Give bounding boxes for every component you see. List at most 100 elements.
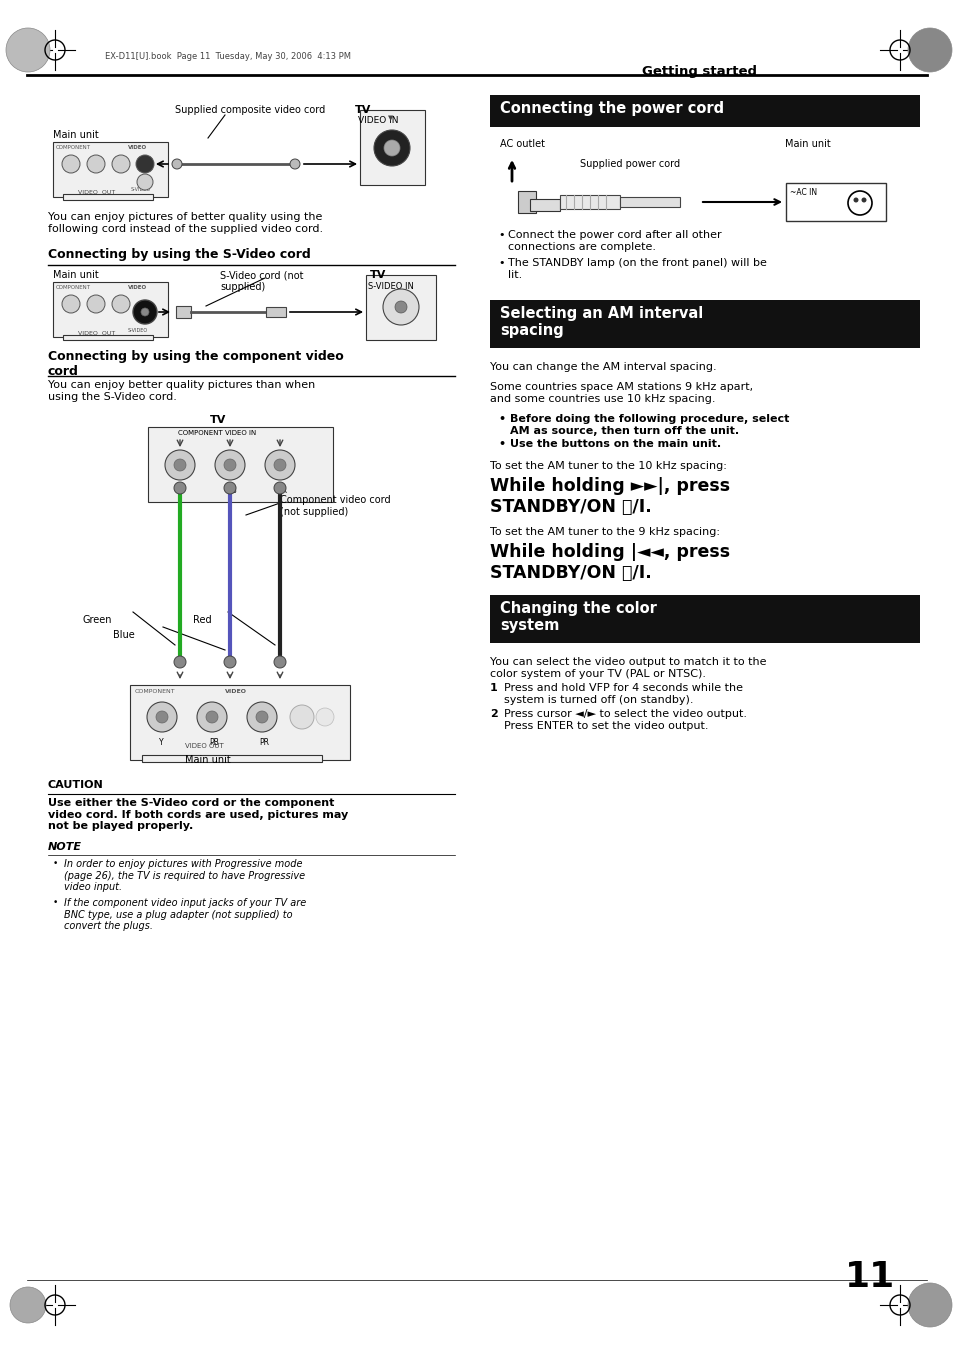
Text: Y: Y	[159, 738, 164, 747]
Circle shape	[10, 1288, 46, 1323]
Text: VIDEO IN: VIDEO IN	[357, 116, 398, 126]
Circle shape	[206, 711, 218, 723]
Circle shape	[265, 450, 294, 480]
Bar	[53, 142, 168, 197]
Bar	[63, 335, 152, 340]
Text: Selecting an AM interval
spacing: Selecting an AM interval spacing	[499, 305, 702, 338]
Circle shape	[255, 711, 268, 723]
Text: VIDEO: VIDEO	[225, 689, 247, 694]
Text: VIDEO: VIDEO	[128, 145, 147, 150]
Bar	[490, 95, 919, 127]
Text: Connecting by using the S-Video cord: Connecting by using the S-Video cord	[48, 249, 311, 261]
Circle shape	[395, 301, 407, 313]
Text: While holding ►►|, press
STANDBY/ON ⏻/I.: While holding ►►|, press STANDBY/ON ⏻/I.	[490, 477, 729, 516]
Text: Connecting the power cord: Connecting the power cord	[499, 101, 723, 116]
Bar	[63, 195, 152, 200]
Text: Use the buttons on the main unit.: Use the buttons on the main unit.	[510, 439, 720, 449]
Bar	[175, 305, 191, 317]
Bar	[142, 755, 322, 762]
Text: 2: 2	[490, 709, 497, 719]
Text: Green: Green	[83, 615, 112, 626]
Text: Main unit: Main unit	[53, 270, 99, 280]
Text: VIDEO OUT: VIDEO OUT	[185, 743, 224, 748]
Circle shape	[847, 190, 871, 215]
Text: 1: 1	[490, 684, 497, 693]
Circle shape	[274, 482, 286, 494]
Circle shape	[137, 174, 152, 190]
Circle shape	[315, 708, 334, 725]
Circle shape	[136, 155, 153, 173]
Circle shape	[384, 141, 399, 155]
Text: Press cursor ◄/► to select the video output.
Press ENTER to set the video output: Press cursor ◄/► to select the video out…	[503, 709, 746, 731]
Text: ~AC IN: ~AC IN	[789, 188, 817, 197]
Circle shape	[290, 159, 299, 169]
Text: Changing the color
system: Changing the color system	[499, 601, 657, 634]
Text: Y: Y	[177, 486, 181, 494]
Bar	[530, 199, 559, 211]
Circle shape	[147, 703, 177, 732]
Text: To set the AM tuner to the 9 kHz spacing:: To set the AM tuner to the 9 kHz spacing…	[490, 527, 720, 536]
Circle shape	[112, 295, 130, 313]
Circle shape	[861, 197, 865, 203]
Text: •: •	[497, 413, 504, 424]
Bar	[619, 197, 679, 207]
Circle shape	[165, 450, 194, 480]
Text: S-VIDEO: S-VIDEO	[128, 328, 148, 332]
Circle shape	[247, 703, 276, 732]
Bar	[517, 190, 536, 213]
Text: TV: TV	[355, 105, 371, 115]
Bar	[559, 195, 619, 209]
Text: The STANDBY lamp (on the front panel) will be
lit.: The STANDBY lamp (on the front panel) wi…	[507, 258, 766, 280]
Text: PB: PB	[227, 486, 236, 494]
Text: Connect the power cord after all other
connections are complete.: Connect the power cord after all other c…	[507, 230, 720, 251]
Circle shape	[274, 657, 286, 667]
Circle shape	[214, 450, 245, 480]
Text: VIDEO  OUT: VIDEO OUT	[78, 331, 115, 336]
Circle shape	[173, 657, 186, 667]
Text: TV: TV	[210, 415, 226, 426]
Bar	[53, 282, 168, 336]
Text: PR: PR	[276, 486, 287, 494]
Bar	[266, 307, 286, 317]
Text: TV: TV	[370, 270, 386, 280]
Text: COMPONENT: COMPONENT	[56, 285, 91, 290]
Text: Some countries space AM stations 9 kHz apart,
and some countries use 10 kHz spac: Some countries space AM stations 9 kHz a…	[490, 382, 752, 404]
Text: Red: Red	[193, 615, 212, 626]
Circle shape	[224, 459, 235, 471]
Circle shape	[382, 289, 418, 326]
Text: COMPONENT: COMPONENT	[56, 145, 91, 150]
Text: •: •	[53, 859, 58, 867]
Bar	[359, 109, 424, 185]
Circle shape	[173, 482, 186, 494]
Text: •: •	[53, 898, 58, 907]
Text: Press and hold VFP for 4 seconds while the
system is turned off (on standby).: Press and hold VFP for 4 seconds while t…	[503, 684, 742, 705]
Bar	[785, 182, 885, 222]
Circle shape	[112, 155, 130, 173]
Circle shape	[907, 1283, 951, 1327]
Circle shape	[290, 705, 314, 730]
Bar	[130, 685, 350, 761]
Circle shape	[62, 155, 80, 173]
Circle shape	[141, 308, 149, 316]
Text: You can enjoy pictures of better quality using the
following cord instead of the: You can enjoy pictures of better quality…	[48, 212, 323, 234]
Circle shape	[224, 657, 235, 667]
Text: You can select the video output to match it to the
color system of your TV (PAL : You can select the video output to match…	[490, 657, 765, 678]
Text: You can change the AM interval spacing.: You can change the AM interval spacing.	[490, 362, 716, 372]
Circle shape	[853, 197, 858, 203]
Circle shape	[173, 459, 186, 471]
Circle shape	[87, 155, 105, 173]
Text: S-VIDEO IN: S-VIDEO IN	[368, 282, 414, 290]
Bar	[366, 276, 436, 340]
Circle shape	[6, 28, 50, 72]
Text: 11: 11	[843, 1260, 894, 1294]
Text: VIDEO  OUT: VIDEO OUT	[78, 190, 115, 195]
Text: NOTE: NOTE	[48, 842, 82, 852]
Circle shape	[62, 295, 80, 313]
Text: S-VIDEO: S-VIDEO	[131, 186, 151, 192]
Text: Component video cord
(not supplied): Component video cord (not supplied)	[280, 494, 390, 516]
Circle shape	[907, 28, 951, 72]
Circle shape	[156, 711, 168, 723]
Circle shape	[274, 459, 286, 471]
Text: Connecting by using the component video
cord: Connecting by using the component video …	[48, 350, 343, 378]
Circle shape	[196, 703, 227, 732]
